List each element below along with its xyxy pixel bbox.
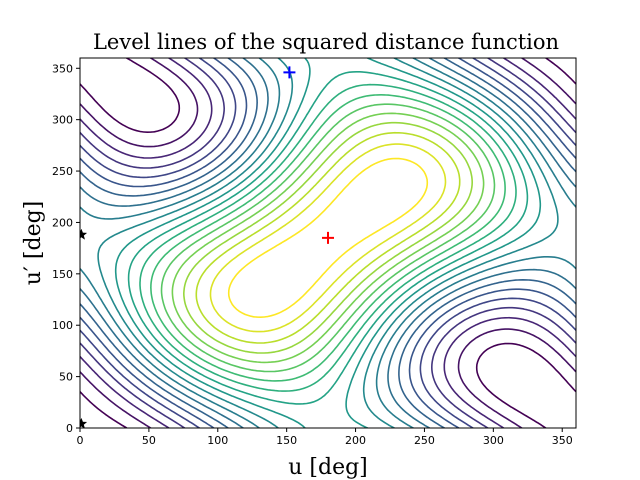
x-axis-label: u [deg] xyxy=(288,455,368,480)
contour-level xyxy=(127,71,529,405)
y-tick-label: 300 xyxy=(52,114,73,127)
y-tick-label: 250 xyxy=(52,165,73,178)
y-tick-label: 350 xyxy=(52,62,73,75)
contour-level xyxy=(139,83,517,392)
contour-lines xyxy=(80,58,576,428)
y-axis-ticks: 0 50 100 150 200 250 300 350 xyxy=(52,62,80,435)
contour-level xyxy=(114,58,542,428)
x-tick-label: 100 xyxy=(207,434,228,447)
x-tick-label: 200 xyxy=(345,434,366,447)
min-point-marker xyxy=(80,417,88,428)
x-tick-label: 150 xyxy=(276,434,297,447)
contour-level xyxy=(80,58,576,428)
contour-level xyxy=(80,58,576,428)
contour-level xyxy=(97,58,559,428)
contour-level xyxy=(150,94,506,382)
x-tick-label: 50 xyxy=(142,434,156,447)
y-axis-label: u′ [deg] xyxy=(21,201,46,286)
y-tick-label: 200 xyxy=(52,216,73,229)
min-point-marker xyxy=(80,228,88,240)
contour-level xyxy=(80,58,576,428)
contour-level xyxy=(80,58,576,428)
x-tick-label: 250 xyxy=(414,434,435,447)
contour-level xyxy=(209,143,447,333)
contour-level xyxy=(80,58,576,428)
saddle-point-marker xyxy=(283,66,296,79)
contour-level xyxy=(80,58,576,428)
x-tick-label: 350 xyxy=(552,434,573,447)
x-tick-label: 0 xyxy=(77,434,84,447)
contour-level xyxy=(171,112,485,364)
max-point-marker xyxy=(322,231,334,244)
contour-level xyxy=(80,58,576,428)
y-tick-label: 150 xyxy=(52,268,73,281)
y-tick-label: 100 xyxy=(52,319,73,332)
markers xyxy=(80,66,334,428)
contour-level xyxy=(227,157,429,318)
y-tick-label: 0 xyxy=(66,422,73,435)
contour-level xyxy=(80,58,576,428)
x-tick-label: 300 xyxy=(483,434,504,447)
y-tick-label: 50 xyxy=(59,371,73,384)
x-axis-ticks: 0 50 100 150 200 250 300 350 xyxy=(77,428,573,447)
contour-level xyxy=(183,121,473,354)
contour-level xyxy=(195,131,461,344)
chart-title: Level lines of the squared distance func… xyxy=(93,30,559,54)
contour-level xyxy=(80,58,576,428)
contour-level xyxy=(160,103,496,373)
plot-frame xyxy=(79,57,577,429)
